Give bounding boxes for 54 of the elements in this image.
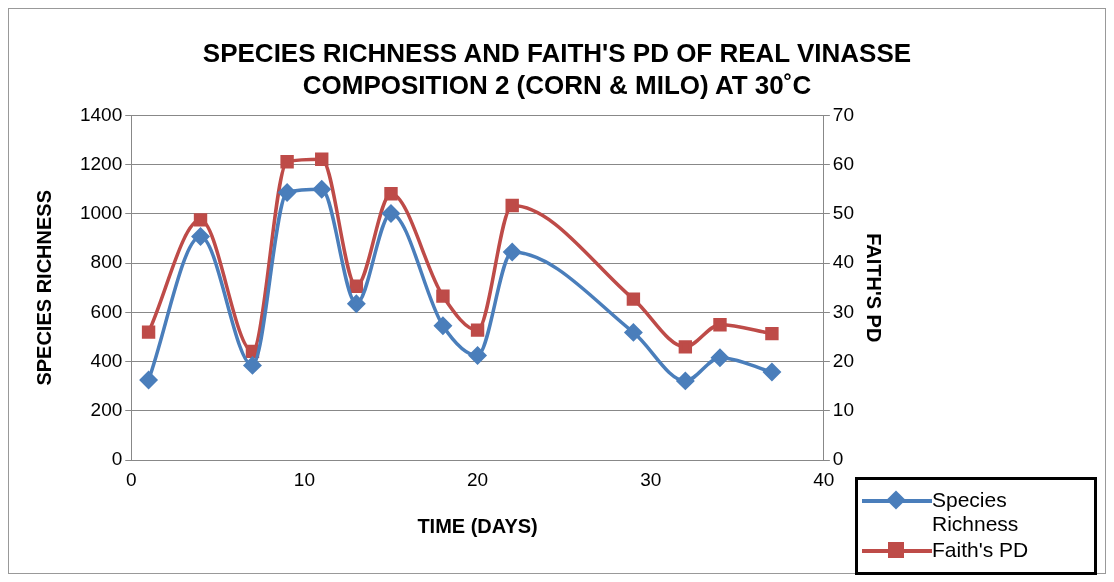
point (436, 289, 450, 303)
point (470, 323, 485, 337)
point (191, 227, 210, 246)
point (434, 316, 452, 335)
point (280, 155, 294, 169)
y2-tick-label: 30 (832, 300, 855, 322)
point (382, 204, 400, 223)
point (711, 349, 729, 367)
point (278, 183, 296, 202)
y2-tick-label: 50 (832, 202, 855, 224)
x-tick-label: 30 (640, 468, 662, 490)
y-tick-label: 600 (90, 300, 123, 322)
point (678, 340, 693, 354)
point (349, 279, 364, 294)
y2-tick-label: 20 (832, 349, 855, 371)
point (713, 318, 727, 332)
point (384, 187, 398, 201)
y-axis-title: SPECIES RICHNESS (32, 190, 55, 386)
point (315, 152, 329, 166)
y2-tick-label: 40 (832, 251, 855, 273)
point (141, 325, 156, 339)
point (312, 180, 331, 199)
point (139, 371, 158, 389)
point (347, 295, 366, 313)
y2-tick-label: 70 (832, 103, 855, 125)
legend-label: Faith's PD (932, 538, 1030, 562)
x-tick-label: 0 (125, 468, 137, 490)
point (505, 198, 519, 213)
y2-tick-label: 60 (832, 152, 855, 174)
y2-axis-title: FAITH'S PD (863, 233, 886, 343)
point (676, 372, 695, 390)
y-tick-label: 1400 (79, 103, 123, 125)
point (626, 292, 641, 306)
chart-title: SPECIES RICHNESS AND FAITH'S PD OF REAL VINASSE COMPOSITION 2 (CORN & MILO) AT 30˚C (201, 37, 913, 101)
y-tick-label: 400 (90, 349, 123, 371)
point (243, 356, 262, 375)
y-tick-label: 1200 (79, 152, 123, 174)
y-tick-label: 1000 (79, 202, 123, 224)
x-tick-label: 10 (293, 468, 315, 490)
y-tick-label: 0 (111, 448, 123, 470)
x-tick-label: 20 (467, 468, 489, 490)
point (193, 213, 208, 227)
y2-tick-label: 0 (832, 448, 844, 470)
legend-label: Species Richness (932, 488, 1020, 536)
y-tick-label: 200 (90, 399, 123, 421)
point (763, 363, 781, 381)
point (765, 326, 779, 341)
point (503, 243, 521, 261)
x-tick-label: 40 (813, 468, 835, 490)
x-axis-title: TIME (DAYS) (417, 514, 538, 537)
y-tick-label: 800 (90, 251, 123, 273)
point (624, 323, 643, 342)
y2-tick-label: 10 (832, 399, 855, 421)
point (468, 346, 487, 365)
